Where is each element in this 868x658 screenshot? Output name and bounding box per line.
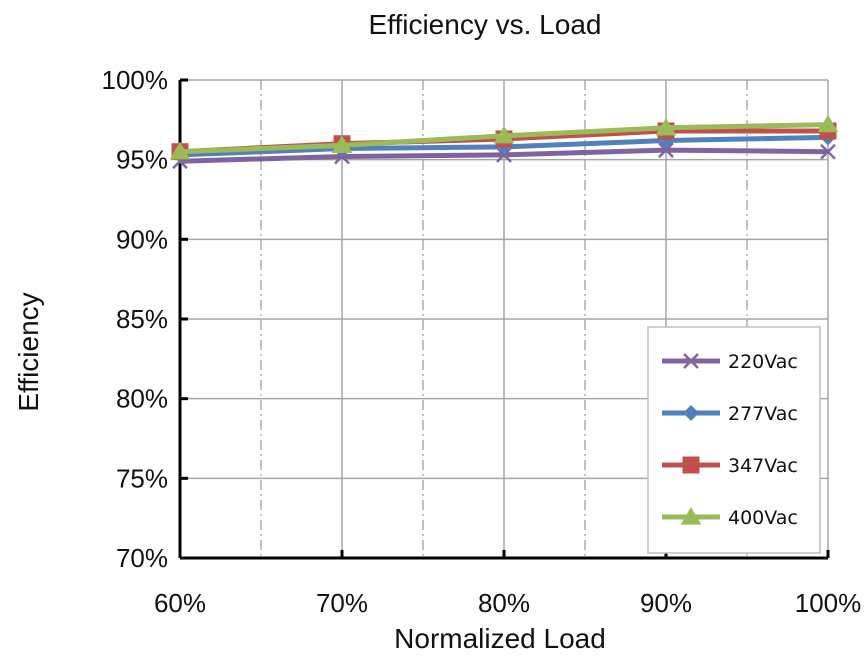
data-point-400Vac xyxy=(817,114,839,133)
x-tick-label: 60% xyxy=(154,588,206,618)
x-axis-label: Normalized Load xyxy=(394,623,606,654)
data-point-400Vac xyxy=(169,141,191,160)
y-axis-label: Efficiency xyxy=(13,292,44,411)
legend: 220Vac 277Vac 347Vac 400Vac xyxy=(647,326,821,554)
data-point-400Vac xyxy=(493,125,515,144)
y-tick-label: 95% xyxy=(116,145,168,175)
legend-label-400Vac: 400Vac xyxy=(728,507,798,529)
x-tick-label: 90% xyxy=(640,588,692,618)
x-tick-label: 100% xyxy=(795,588,862,618)
chart-title: Efficiency vs. Load xyxy=(369,9,602,40)
legend-marker-220Vac xyxy=(683,353,699,369)
legend-marker-277Vac xyxy=(683,405,699,421)
data-point-400Vac xyxy=(655,117,677,136)
y-tick-label: 70% xyxy=(116,543,168,573)
data-point-220Vac xyxy=(658,142,674,158)
x-tick-label: 70% xyxy=(316,588,368,618)
x-tick-label: 80% xyxy=(478,588,530,618)
legend-label-220Vac: 220Vac xyxy=(728,351,798,373)
plot-area: 70% 75% 80% 85% 90% 95% 100% 60% 70% 80% 90% 100% xyxy=(102,65,862,618)
legend-marker-347Vac xyxy=(682,456,700,474)
marker-stroke xyxy=(658,142,674,158)
legend-marker-400Vac xyxy=(680,507,702,525)
y-tick-label: 100% xyxy=(102,65,169,95)
y-tick-label: 90% xyxy=(116,224,168,254)
marker-stroke xyxy=(683,353,699,369)
y-tick-label: 75% xyxy=(116,463,168,493)
legend-label-347Vac: 347Vac xyxy=(728,455,798,477)
marker-stroke xyxy=(820,143,836,160)
data-point-220Vac xyxy=(820,143,836,160)
y-tick-label: 80% xyxy=(116,384,168,414)
data-point-400Vac xyxy=(331,135,353,153)
legend-label-277Vac: 277Vac xyxy=(728,403,798,425)
y-tick-label: 85% xyxy=(116,304,168,334)
